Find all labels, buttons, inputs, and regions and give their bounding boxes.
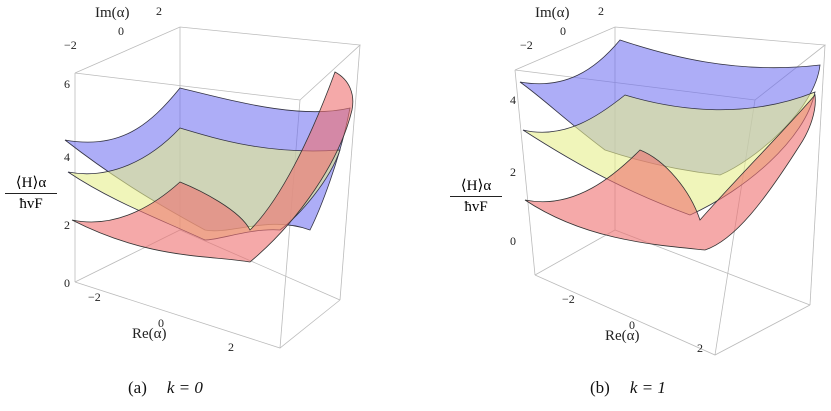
plot-b-svg — [514, 26, 827, 356]
caption-a-label: (a) — [128, 378, 147, 397]
im-tick-a-1: 0 — [118, 24, 124, 38]
re-axis-label-b: Re(α) — [605, 328, 640, 344]
im-tick-b-1: 0 — [560, 24, 566, 38]
re-tick-a-0: −2 — [88, 290, 101, 304]
caption-b-math: k = 1 — [629, 378, 666, 397]
im-tick-b-2: 2 — [598, 4, 604, 18]
red-surface-b — [524, 94, 816, 251]
caption-b-label: (b) — [590, 378, 610, 397]
z-axis-label-b-num: ⟨H⟩α — [450, 178, 502, 197]
im-axis-label-b: Im(α) — [535, 5, 570, 21]
re-tick-b-2: 2 — [697, 341, 703, 355]
z-axis-label-a-num: ⟨H⟩α — [5, 175, 57, 194]
plot-a-svg — [64, 26, 361, 349]
red-surface-a — [71, 71, 354, 263]
panel-a: 0 2 4 6 −2 0 2 Im(α) −2 0 2 Re(α) ⟨H⟩α ħ… — [0, 0, 415, 411]
z-tick-b-0: 0 — [510, 234, 516, 248]
panel-b: 0 2 4 −2 0 2 Im(α) −2 0 2 Re(α) ⟨H⟩α ħvF… — [415, 0, 831, 411]
re-tick-a-1: 0 — [158, 316, 164, 330]
z-tick-b-1: 2 — [510, 165, 516, 179]
z-tick-a-1: 2 — [64, 218, 70, 232]
z-tick-a-3: 6 — [64, 77, 70, 91]
z-tick-b-2: 4 — [510, 93, 516, 107]
im-tick-b-0: −2 — [520, 38, 533, 52]
im-tick-a-0: −2 — [64, 38, 77, 52]
re-tick-a-2: 2 — [228, 340, 234, 354]
im-tick-a-2: 2 — [156, 4, 162, 18]
z-axis-label-a-den: ħvF — [19, 196, 43, 212]
caption-a: (a) k = 0 — [128, 378, 203, 398]
z-tick-a-2: 4 — [64, 150, 70, 164]
caption-b: (b) k = 1 — [590, 378, 666, 398]
z-axis-label-a: ⟨H⟩α ħvF — [5, 175, 57, 212]
re-tick-b-1: 0 — [629, 318, 635, 332]
re-axis-label-a: Re(α) — [132, 326, 167, 342]
z-tick-a-0: 0 — [64, 276, 70, 290]
caption-a-math: k = 0 — [166, 378, 203, 397]
z-axis-label-b-den: ħvF — [464, 199, 488, 215]
im-axis-label-a: Im(α) — [95, 5, 130, 21]
z-axis-label-b: ⟨H⟩α ħvF — [450, 178, 502, 215]
re-tick-b-0: −2 — [562, 292, 575, 306]
